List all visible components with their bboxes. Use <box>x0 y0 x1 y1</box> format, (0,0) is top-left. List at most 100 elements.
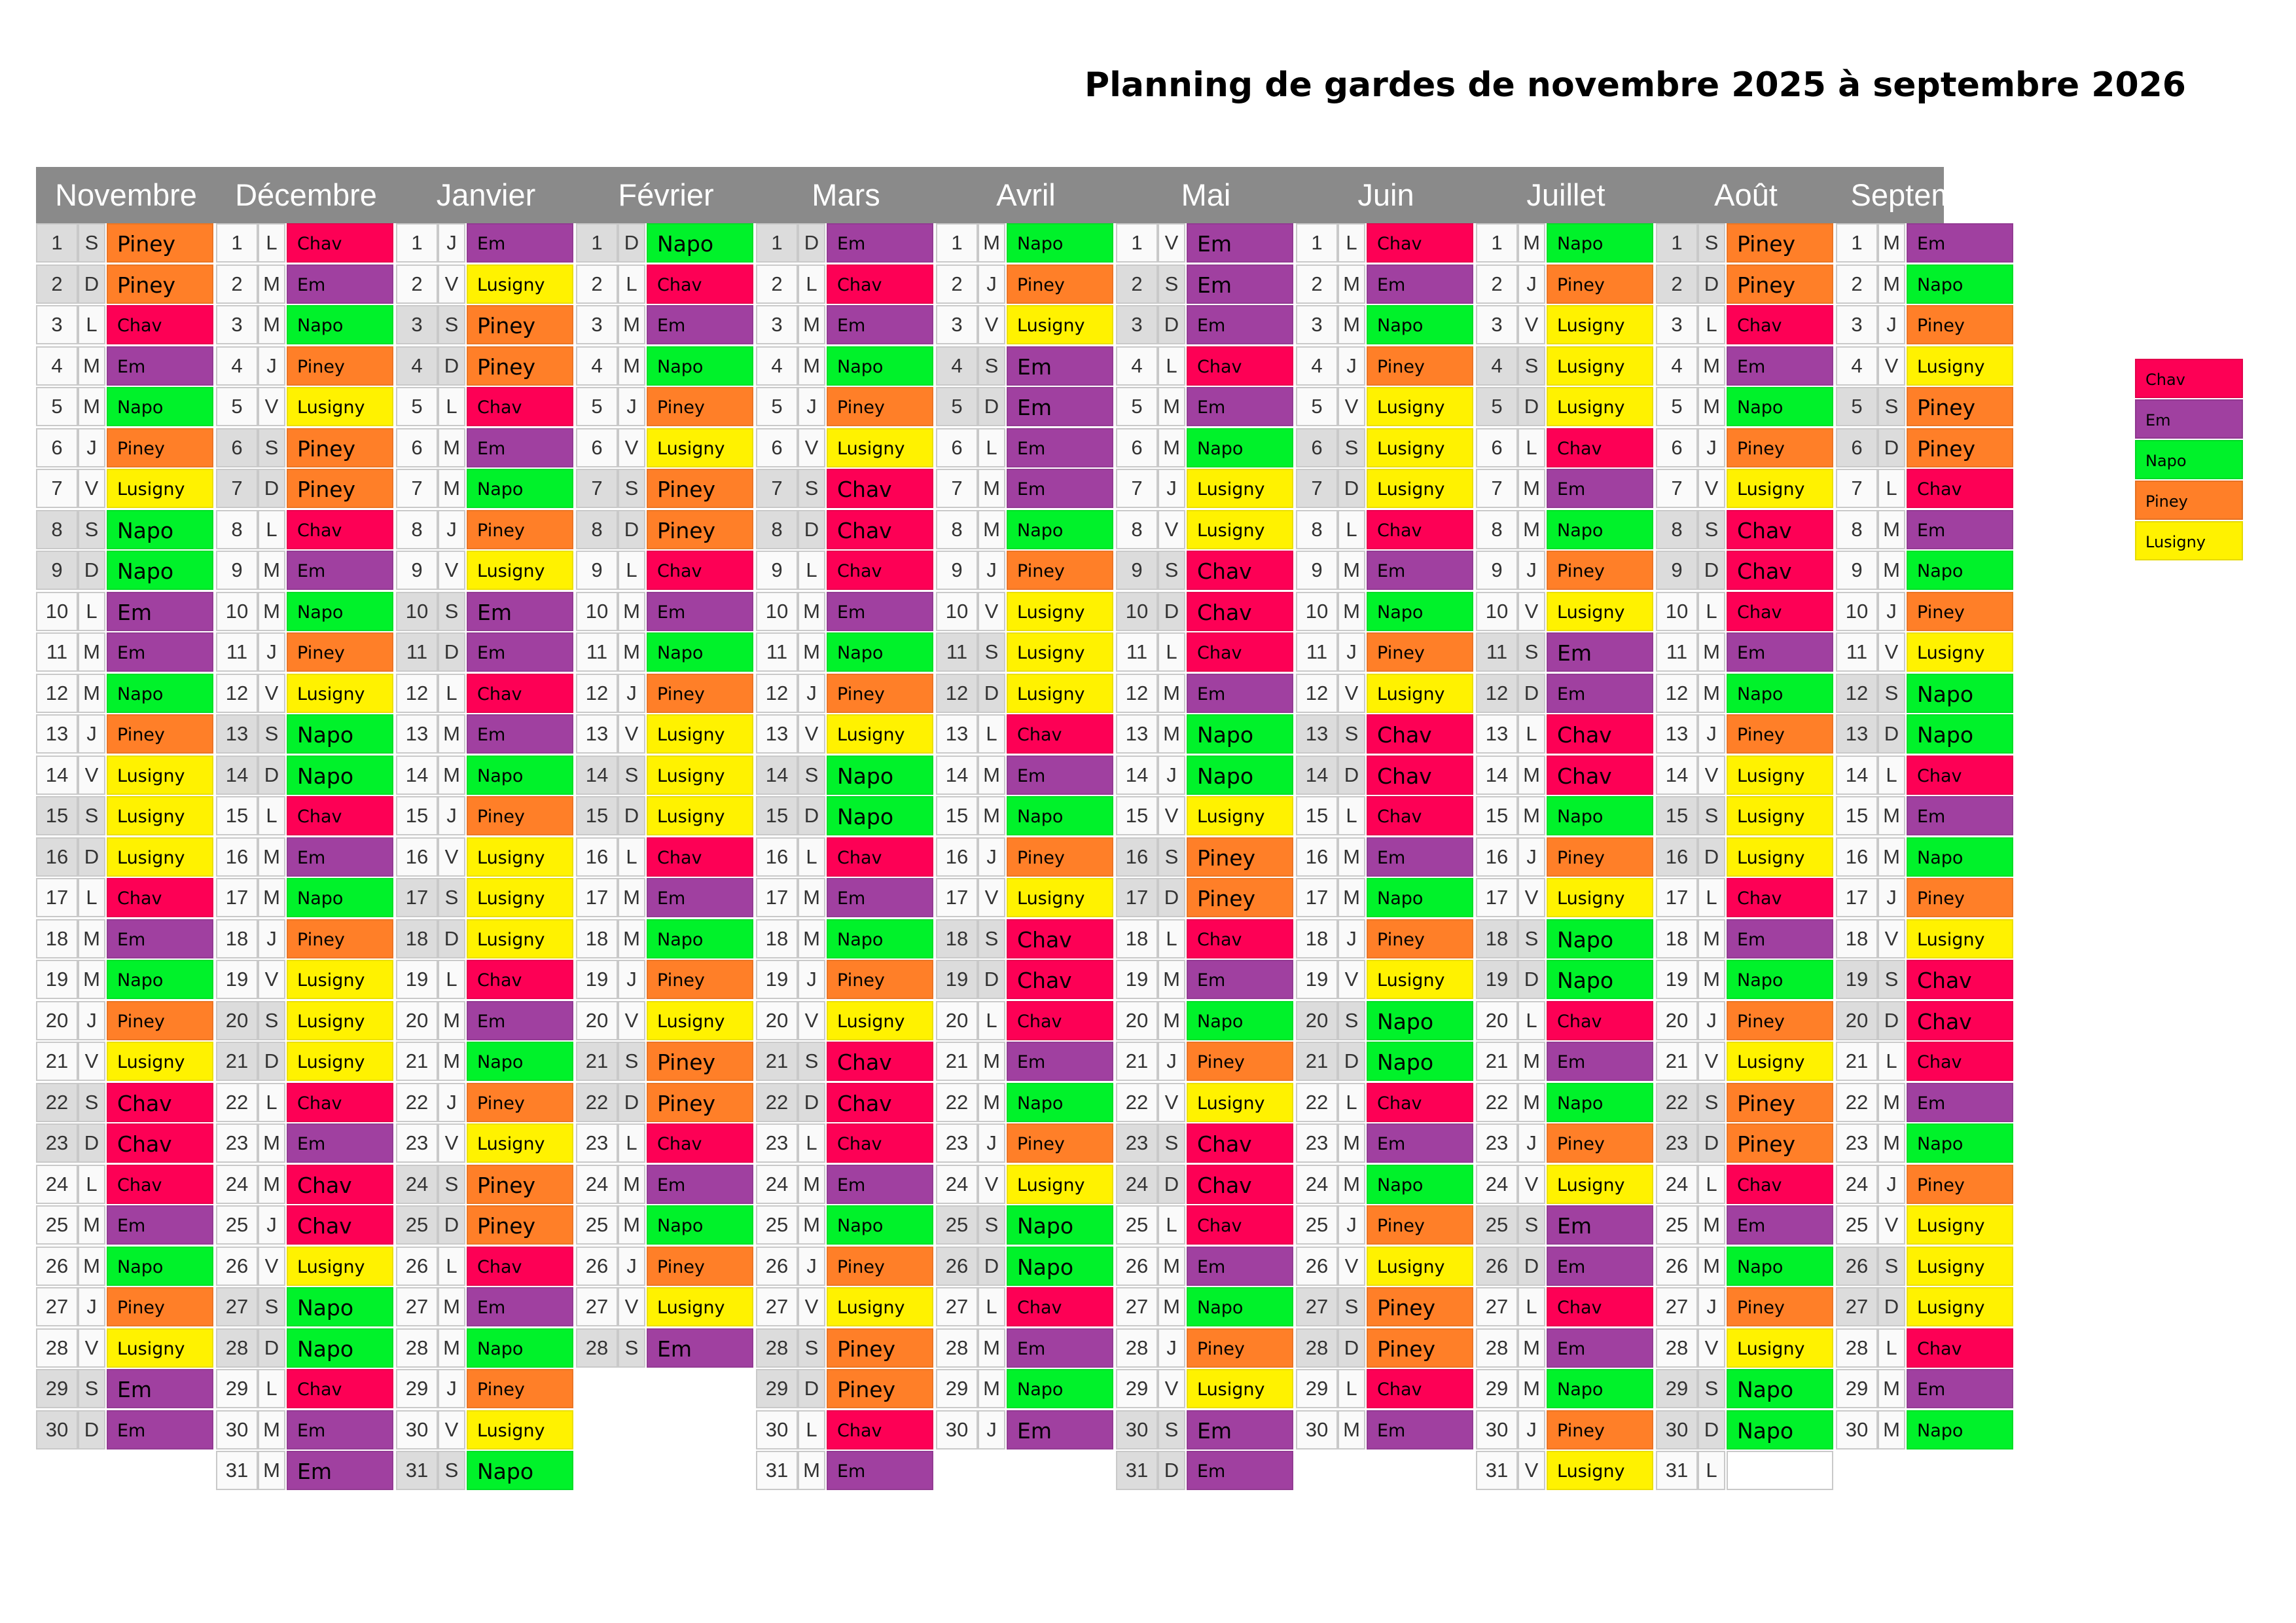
on-call-name: Napo <box>1007 1369 1113 1408</box>
on-call-name: Chav <box>827 509 933 549</box>
on-call-name: Piney <box>287 919 393 958</box>
weekday-letter: M <box>978 755 1005 795</box>
weekday-letter: S <box>978 1205 1005 1245</box>
day-number: 26 <box>1656 1246 1698 1286</box>
on-call-name: Em <box>467 714 573 754</box>
weekday-letter: M <box>1878 796 1905 835</box>
weekday-letter: M <box>1158 673 1185 713</box>
day-row: 16 V Lusigny <box>396 837 576 877</box>
day-row: 21 M Napo <box>396 1042 576 1081</box>
day-number: 13 <box>36 714 78 754</box>
on-call-name: Lusigny <box>467 264 573 304</box>
on-call-name: Lusigny <box>827 1287 933 1326</box>
weekday-letter: J <box>1518 264 1545 304</box>
weekday-letter: S <box>798 755 825 795</box>
weekday-letter: V <box>1878 346 1905 386</box>
day-number: 17 <box>36 878 78 917</box>
day-row: 20 V Lusigny <box>756 1000 936 1040</box>
day-number: 27 <box>396 1287 438 1326</box>
day-row: 29 M Napo <box>1476 1369 1656 1408</box>
weekday-letter: L <box>1338 1082 1365 1122</box>
day-number: 22 <box>1296 1082 1338 1122</box>
weekday-letter: V <box>1698 1328 1725 1368</box>
weekday-letter: M <box>1158 714 1185 754</box>
weekday-letter: L <box>978 714 1005 754</box>
on-call-name: Napo <box>1907 837 2013 877</box>
weekday-letter: M <box>978 1369 1005 1408</box>
day-number: 26 <box>1836 1246 1878 1286</box>
day-row: 11 M Napo <box>756 632 936 672</box>
on-call-name: Lusigny <box>107 796 213 835</box>
day-number: 5 <box>756 387 798 426</box>
weekday-letter: V <box>978 878 1005 917</box>
on-call-name: Em <box>107 1410 213 1450</box>
weekday-letter: L <box>1878 1328 1905 1368</box>
day-row: 6 L Chav <box>1476 428 1656 467</box>
day-row: 8 J Piney <box>396 509 576 549</box>
weekday-letter: M <box>1338 837 1365 877</box>
day-number: 14 <box>396 755 438 795</box>
on-call-name: Piney <box>1367 1287 1473 1326</box>
day-number: 9 <box>936 551 978 590</box>
on-call-name: Piney <box>1727 1287 1833 1326</box>
day-row: 1 D Em <box>756 223 936 263</box>
weekday-letter: L <box>1698 305 1725 344</box>
day-number: 14 <box>576 755 618 795</box>
on-call-name: Chav <box>1547 755 1653 795</box>
day-row: 28 M Em <box>936 1328 1116 1368</box>
weekday-letter: S <box>78 796 105 835</box>
weekday-letter: M <box>1158 1000 1185 1040</box>
day-number: 19 <box>216 960 258 999</box>
weekday-letter: D <box>78 551 105 590</box>
weekday-letter: M <box>1698 1205 1725 1245</box>
weekday-letter: V <box>1698 1042 1725 1081</box>
day-number: 10 <box>576 591 618 631</box>
weekday-letter: M <box>798 878 825 917</box>
weekday-letter: V <box>1518 878 1545 917</box>
weekday-letter: S <box>438 878 465 917</box>
day-row: 14 J Napo <box>1116 755 1296 795</box>
on-call-name: Napo <box>1907 714 2013 754</box>
day-number: 4 <box>1116 346 1158 386</box>
day-number: 7 <box>36 469 78 508</box>
weekday-letter: M <box>798 1205 825 1245</box>
on-call-name: Chav <box>1187 1164 1293 1204</box>
on-call-name: Em <box>1727 346 1833 386</box>
weekday-letter: M <box>78 1205 105 1245</box>
day-row: 4 V Lusigny <box>1836 346 2016 386</box>
day-row: 12 D Lusigny <box>936 673 1116 713</box>
day-number: 14 <box>1836 755 1878 795</box>
day-row: 18 M Napo <box>756 919 936 958</box>
weekday-letter: M <box>618 919 645 958</box>
on-call-name: Napo <box>647 1205 753 1245</box>
day-number: 6 <box>216 428 258 467</box>
weekday-letter: J <box>438 509 465 549</box>
on-call-name: Lusigny <box>1547 387 1653 426</box>
day-number: 15 <box>396 796 438 835</box>
day-row: 19 J Piney <box>576 960 756 999</box>
day-number: 17 <box>1296 878 1338 917</box>
day-number: 26 <box>216 1246 258 1286</box>
on-call-name: Em <box>1007 346 1113 386</box>
weekday-letter: V <box>978 591 1005 631</box>
on-call-name: Lusigny <box>647 714 753 754</box>
day-number: 20 <box>216 1000 258 1040</box>
day-number: 2 <box>1296 264 1338 304</box>
weekday-letter: V <box>1338 1246 1365 1286</box>
day-row: 27 J Piney <box>36 1287 216 1326</box>
month-name: Août <box>1714 177 1778 212</box>
day-number: 15 <box>216 796 258 835</box>
weekday-letter: D <box>1158 305 1185 344</box>
weekday-letter: M <box>798 346 825 386</box>
on-call-name: Napo <box>107 509 213 549</box>
day-number: 12 <box>1296 673 1338 713</box>
day-number: 19 <box>1836 960 1878 999</box>
on-call-name: Napo <box>1547 1369 1653 1408</box>
weekday-letter: J <box>1158 755 1185 795</box>
on-call-name: Napo <box>1907 1410 2013 1450</box>
on-call-name: Chav <box>827 1082 933 1122</box>
on-call-name: Chav <box>1907 1000 2013 1040</box>
day-number: 25 <box>1656 1205 1698 1245</box>
day-row: 3 L Chav <box>36 305 216 344</box>
on-call-name: Piney <box>1367 919 1473 958</box>
